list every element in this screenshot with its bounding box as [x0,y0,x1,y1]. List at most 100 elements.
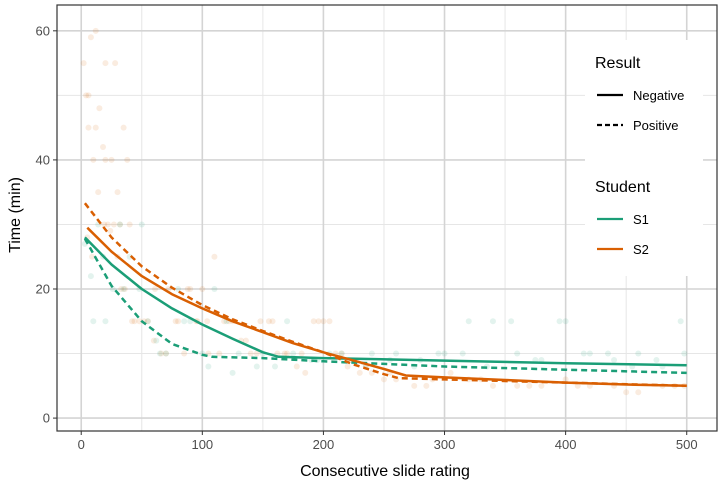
scatter-point-s1 [556,318,563,325]
scatter-point-s2 [247,350,254,357]
scatter-point-s1 [284,318,291,325]
scatter-point-s2 [102,60,109,67]
scatter-point-s1 [229,369,236,376]
scatter-point-s1 [138,221,145,228]
scatter-point-s2 [284,350,291,357]
scatter-point-s2 [216,350,223,357]
scatter-point-s2 [526,382,533,389]
scatter-point-s2 [96,105,103,112]
scatter-point-s2 [265,318,272,325]
scatter-point-s2 [90,156,97,163]
scatter-point-s1 [514,350,521,357]
scatter-point-s2 [131,318,138,325]
y-tick-label: 40 [36,152,50,167]
scatter-point-s2 [110,221,117,228]
scatter-point-s2 [158,350,165,357]
legend-title-student: Student [595,179,651,196]
scatter-point-s2 [136,318,143,325]
legend-label-s1: S1 [633,212,649,227]
scatter-point-s2 [108,156,115,163]
x-tick-label: 100 [191,437,213,452]
legend: Result Negative Positive Student S1 S2 [585,40,703,276]
fit-lines [83,202,687,388]
scatter-point-s2 [635,389,642,396]
panel-frame [56,4,718,432]
scatter-point-s1 [109,286,116,292]
scatter-point-s1 [605,350,612,357]
scatter-point-s2 [310,318,317,325]
x-tick-label: 400 [555,437,577,452]
scatter-point-s2 [121,286,128,292]
scatter-point-s2 [411,382,418,389]
scatter-point-s2 [114,189,121,196]
scatter-point-s2 [380,376,387,383]
scatter-point-s2 [199,286,206,292]
scatter-point-s2 [181,350,188,357]
scatter-point-s2 [100,144,107,150]
legend-title-result: Result [595,55,641,72]
scatter-point-s1 [116,221,123,228]
scatter-point-s1 [205,363,212,370]
scatter-point-s2 [187,286,194,292]
scatter-point-s2 [150,337,157,344]
scatter-point-s2 [204,318,211,325]
scatter-point-s1 [156,350,163,357]
scatter-point-s2 [281,350,288,357]
scatter-point-s1 [153,337,160,344]
scatter-point-s2 [423,382,430,389]
scatter-point-s2 [293,363,300,370]
scatter-point-s1 [489,318,496,325]
scatter-point-s1 [508,318,515,325]
scatter-point-s1 [253,363,260,370]
scatter-point-s2 [126,221,133,228]
line-s2-positive [83,202,687,388]
scatter-point-s2 [211,253,218,260]
scatter-point-s1 [562,318,569,325]
y-axis-title: Time (min) [7,177,24,253]
scatter-point-s1 [120,286,127,292]
scatter-point-s1 [465,318,472,325]
scatter-point-s2 [257,318,264,325]
scatter-point-s1 [126,253,133,260]
line-s1-positive [83,238,687,375]
scatter-point-s2 [85,124,92,131]
y-tick-label: 60 [36,23,50,38]
scatter-point-s1 [162,350,169,357]
scatter-point-s1 [102,318,109,325]
scatter-point-s1 [393,350,400,357]
scatter-point-s2 [118,286,125,292]
scatter-point-s2 [221,318,228,325]
scatter-point-s1 [586,350,593,357]
scatter-point-s1 [653,357,660,363]
scatter-point-s2 [80,60,87,67]
legend-background [585,40,703,276]
scatter-point-s2 [175,318,182,325]
scatter-point-s2 [87,34,94,41]
scatter-point-s1 [175,286,182,292]
scatter-point-s1 [459,350,466,357]
legend-label-s2: S2 [633,242,649,257]
scatter-point-s1 [611,357,618,363]
scatter-point-s1 [635,350,642,357]
scatter-point-s2 [538,382,545,389]
scatter-point-s2 [129,318,136,325]
scatter-point-s2 [172,318,179,325]
scatter-point-s2 [269,318,276,325]
scatter-point-s2 [489,382,496,389]
legend-label-negative: Negative [633,88,684,103]
scatter-point-s1 [681,350,688,357]
line-s1-negative [84,236,687,367]
x-tick-label: 300 [434,437,456,452]
scatter-point-s2 [107,227,114,234]
scatter-point-s1 [235,350,242,357]
scatter-point-s1 [435,350,442,357]
x-axis-title: Consecutive slide rating [300,463,470,480]
panel-border [56,4,718,432]
scatter-point-s1 [338,350,345,357]
scatter-point-s2 [144,318,151,325]
scatter-point-s2 [85,92,92,99]
scatter-point-s2 [447,369,454,376]
x-axis-ticks: 0 100 200 300 400 500 [78,431,698,452]
scatter-point-s1 [271,363,278,370]
scatter-point-s1 [368,350,375,357]
